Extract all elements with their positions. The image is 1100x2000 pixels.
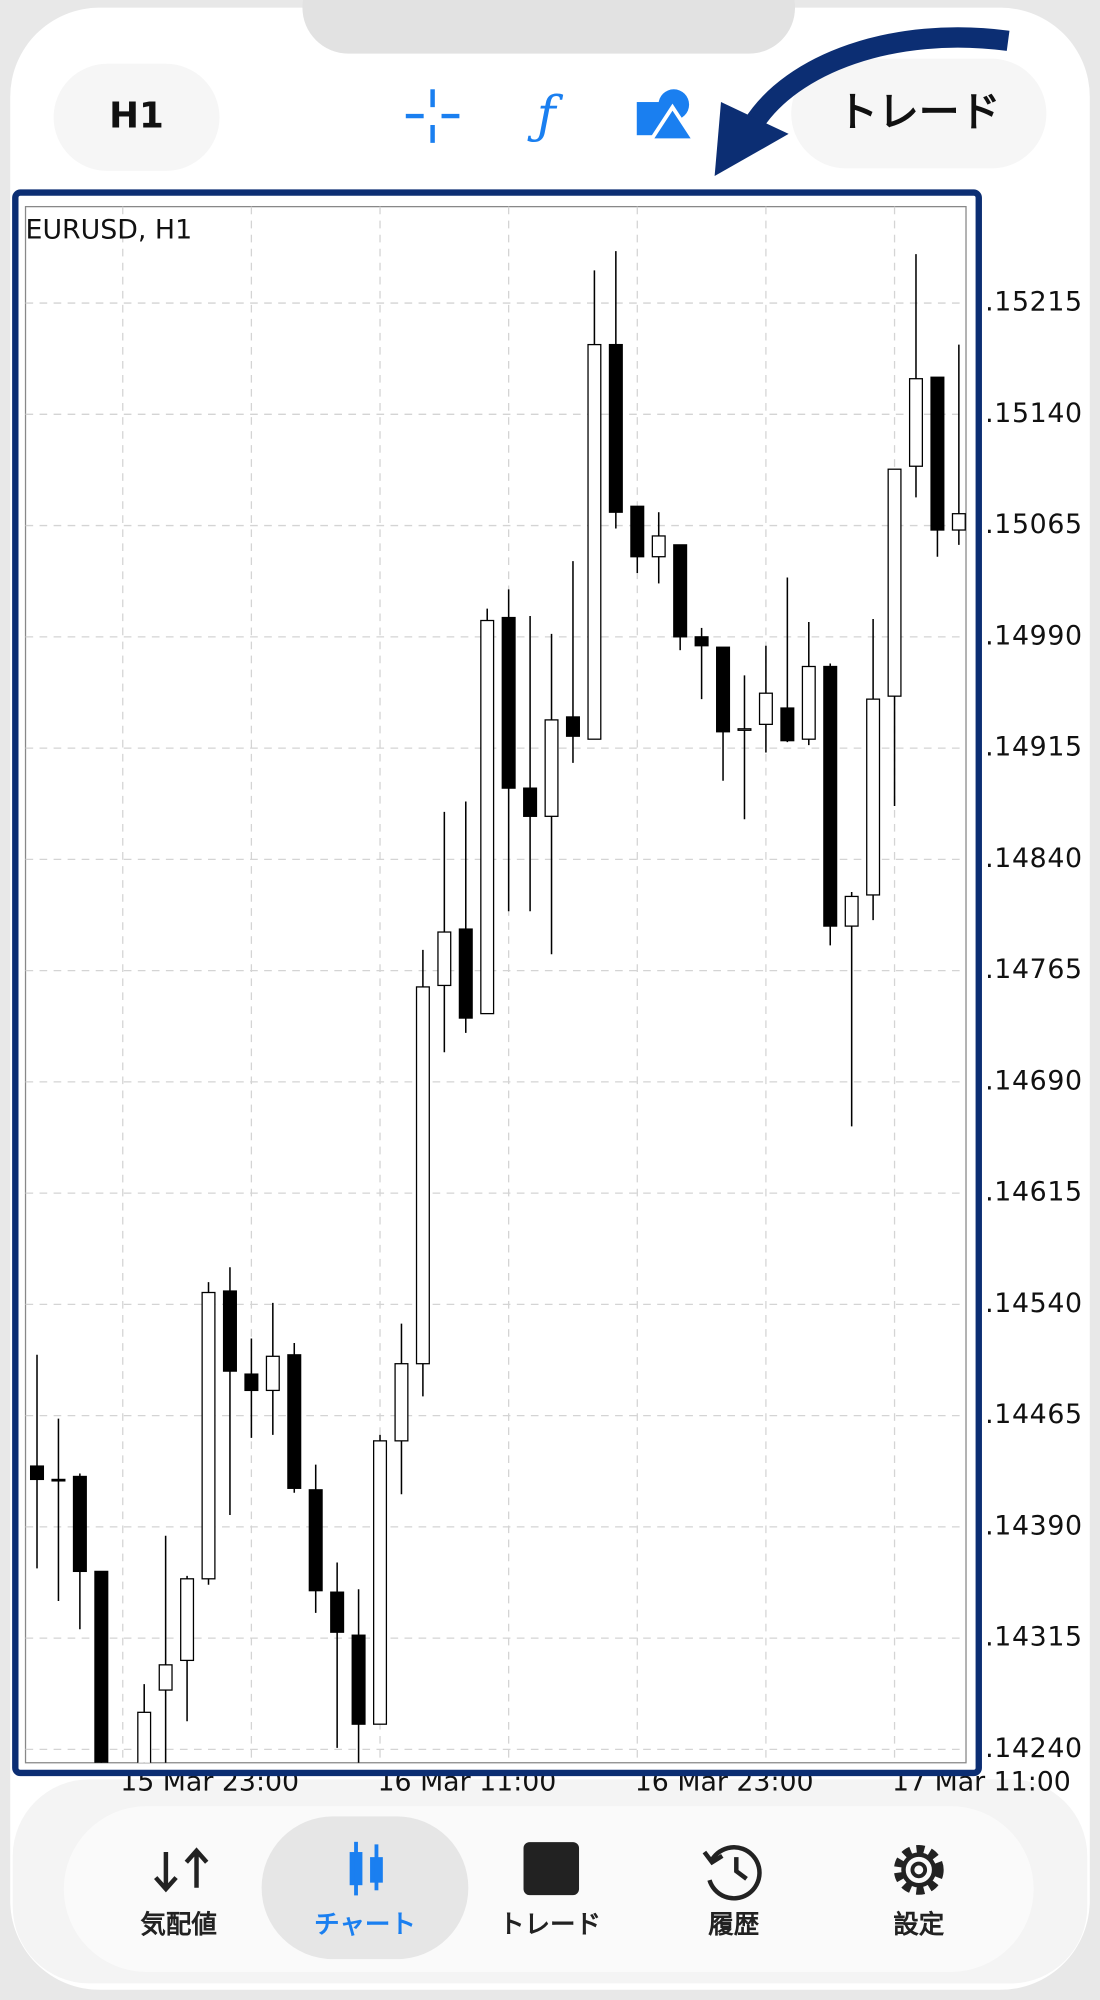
candle-body	[29, 1465, 45, 1481]
y-tick-label: .14915	[985, 732, 1083, 763]
candle-body	[458, 928, 473, 1019]
candle-body	[51, 1478, 66, 1482]
candle-body	[587, 343, 602, 740]
callout-arrow	[744, 27, 1010, 131]
y-tick-label: .14615	[985, 1177, 1083, 1208]
candle-body	[780, 707, 795, 742]
candle-body	[523, 787, 538, 817]
plot-area	[24, 205, 967, 1764]
y-tick-label: .14465	[985, 1399, 1083, 1430]
candle-body	[265, 1355, 280, 1392]
candle-body	[737, 728, 752, 731]
callout-arrowhead	[714, 102, 789, 177]
candle-body	[437, 931, 452, 987]
candle-body	[651, 535, 666, 558]
nav-labels: 気配値 チャート トレード 履歴 設定	[140, 1910, 944, 1940]
candle-body	[887, 468, 902, 697]
settings-icon[interactable]	[893, 1845, 944, 1895]
candle-body	[351, 1634, 366, 1725]
candles	[29, 251, 966, 1763]
y-tick-label: .14840	[985, 843, 1083, 874]
nav-label: 履歴	[708, 1910, 760, 1940]
nav-label: 設定	[893, 1910, 945, 1940]
nav-label: 気配値	[140, 1910, 217, 1940]
trade-icon[interactable]	[523, 1842, 580, 1896]
highlight-frame	[12, 189, 982, 1777]
quotes-icon[interactable]	[154, 1847, 209, 1893]
y-tick-label: .15065	[985, 509, 1083, 540]
y-tick-label: .14390	[985, 1510, 1083, 1541]
trade-button[interactable]	[791, 58, 1047, 169]
chart: .15215 .15140 .15065 .14990 .14915 .14840 .147…	[25, 206, 1083, 1798]
y-tick-label: .14765	[985, 954, 1083, 985]
candle-body	[544, 719, 559, 817]
candle-body	[373, 1440, 388, 1725]
chart-title: EURUSD, H1	[26, 214, 193, 245]
y-tick-label: .14690	[985, 1065, 1083, 1096]
candle-body	[287, 1354, 302, 1489]
candle-body	[72, 1475, 87, 1573]
objects-icon[interactable]	[636, 89, 698, 143]
history-icon[interactable]	[702, 1845, 762, 1901]
candle-body	[630, 505, 645, 558]
candle-body	[394, 1363, 409, 1442]
nav-active-background	[261, 1816, 469, 1960]
candle-body	[565, 716, 580, 737]
candle-body	[501, 616, 516, 789]
candle-body	[222, 1290, 237, 1372]
candle-body	[330, 1591, 345, 1633]
nav-label: トレード	[499, 1910, 601, 1940]
timeframe-button[interactable]	[53, 63, 220, 171]
candle-body	[844, 895, 859, 927]
y-tick-label: .14990	[985, 620, 1083, 651]
candle-body	[94, 1570, 109, 1763]
chart-icon[interactable]	[349, 1841, 383, 1896]
candle-body	[608, 343, 623, 513]
y-tick-label: .15215	[985, 287, 1083, 318]
candle-body	[908, 378, 924, 467]
candle-body	[137, 1711, 152, 1763]
y-tick-label: .15140	[985, 398, 1083, 429]
candle-body	[951, 513, 966, 531]
candle-body	[158, 1664, 173, 1691]
y-tick-label: .14540	[985, 1288, 1083, 1319]
candle-body	[930, 376, 945, 531]
candle-body	[801, 665, 816, 740]
trade-button-label: トレード	[837, 88, 1000, 136]
nav-label: チャート	[314, 1910, 416, 1940]
candle-body	[480, 619, 495, 1015]
notch	[302, 0, 795, 54]
candle-body	[866, 698, 881, 896]
candle-body	[415, 986, 430, 1365]
candle-body	[673, 544, 688, 638]
candle-body	[201, 1291, 216, 1580]
candle-body	[694, 636, 709, 647]
candle-body	[308, 1489, 323, 1592]
y-tick-label: .14240	[985, 1733, 1083, 1764]
candle-body	[244, 1373, 259, 1392]
candle-body	[823, 665, 838, 927]
candle-body	[758, 692, 773, 725]
candle-body	[180, 1578, 195, 1662]
candle-body	[716, 646, 731, 733]
y-tick-label: .14315	[985, 1622, 1083, 1653]
timeframe-label: H1	[109, 95, 164, 136]
crosshair-icon[interactable]	[405, 89, 460, 143]
